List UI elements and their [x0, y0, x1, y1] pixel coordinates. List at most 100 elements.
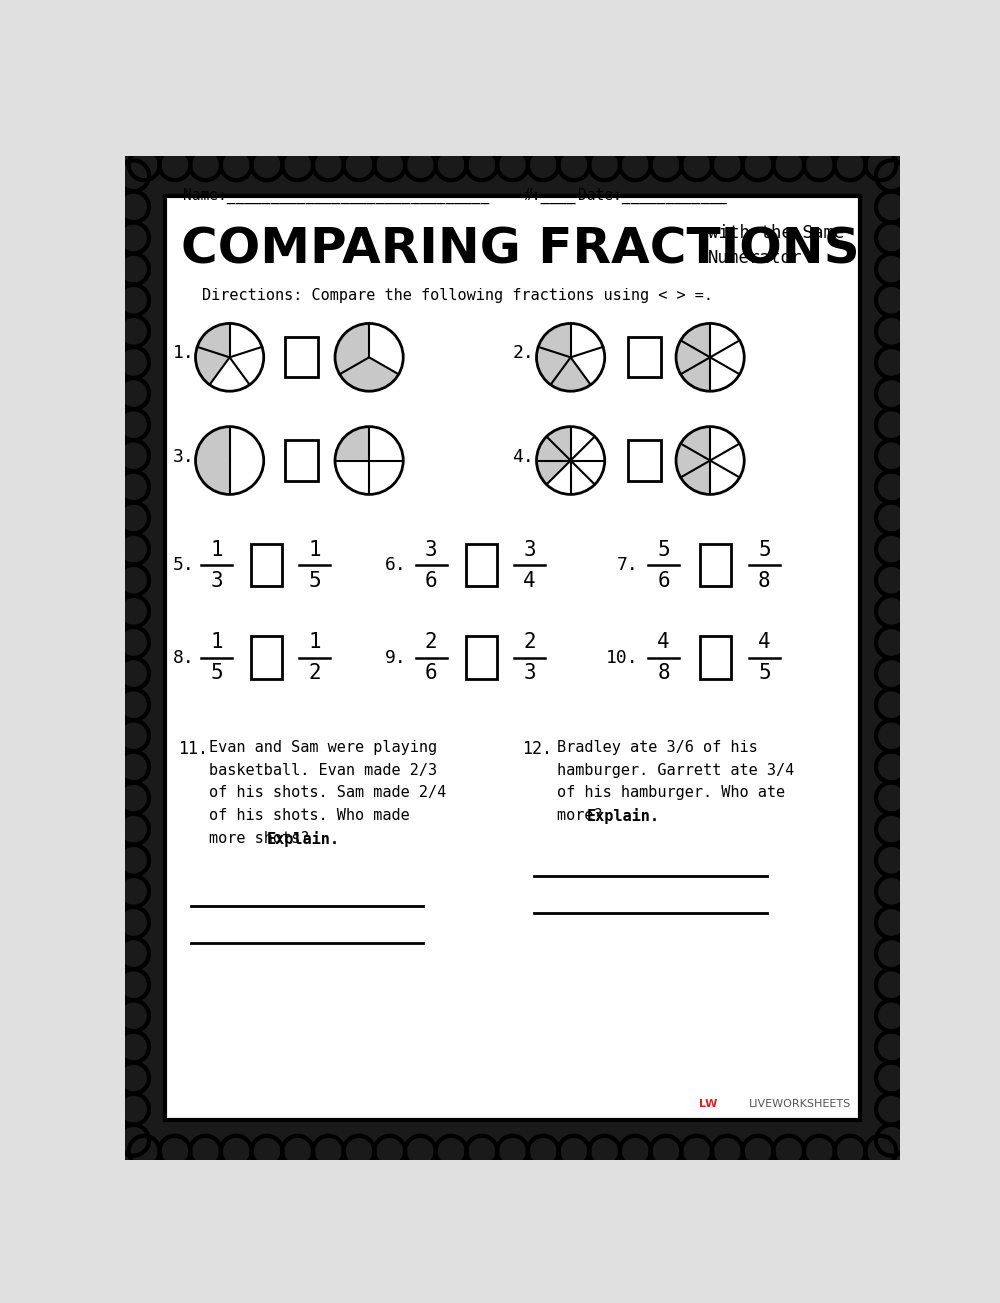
- Text: 3: 3: [210, 571, 223, 590]
- Polygon shape: [571, 347, 605, 384]
- Text: Explain.: Explain.: [586, 808, 659, 825]
- Text: 6.: 6.: [385, 556, 406, 575]
- Polygon shape: [676, 443, 710, 477]
- Text: Bradley ate 3/6 of his: Bradley ate 3/6 of his: [557, 740, 758, 754]
- Text: more shots?: more shots?: [209, 831, 318, 846]
- Text: of his shots. Sam made 2/4: of his shots. Sam made 2/4: [209, 786, 446, 800]
- Polygon shape: [537, 460, 571, 485]
- Text: 5: 5: [758, 663, 771, 683]
- Polygon shape: [537, 347, 571, 384]
- Polygon shape: [551, 357, 591, 391]
- Polygon shape: [547, 426, 571, 460]
- Text: 3.: 3.: [173, 448, 195, 465]
- Text: 4: 4: [758, 632, 771, 653]
- Text: Evan and Sam were playing: Evan and Sam were playing: [209, 740, 437, 754]
- Text: Directions: Compare the following fractions using < > =.: Directions: Compare the following fracti…: [202, 288, 714, 304]
- Polygon shape: [710, 426, 740, 460]
- Polygon shape: [335, 426, 369, 460]
- FancyBboxPatch shape: [466, 636, 497, 679]
- Text: 6: 6: [657, 571, 670, 590]
- Text: 11.: 11.: [178, 740, 208, 758]
- Text: 5: 5: [657, 539, 670, 560]
- Polygon shape: [681, 460, 710, 494]
- Polygon shape: [571, 460, 595, 494]
- Text: 5: 5: [758, 539, 771, 560]
- Text: 6: 6: [425, 571, 437, 590]
- Text: 3: 3: [523, 539, 536, 560]
- Polygon shape: [571, 460, 605, 485]
- Text: of his hamburger. Who ate: of his hamburger. Who ate: [557, 786, 786, 800]
- Polygon shape: [369, 426, 403, 460]
- Text: Date:____________: Date:____________: [578, 188, 727, 203]
- Text: 1: 1: [210, 539, 223, 560]
- Text: 4.: 4.: [512, 448, 534, 465]
- Text: 3: 3: [523, 663, 536, 683]
- Polygon shape: [340, 357, 399, 391]
- Polygon shape: [571, 323, 603, 357]
- FancyBboxPatch shape: [251, 545, 282, 586]
- Polygon shape: [538, 323, 571, 357]
- Text: LIVEWORKSHEETS: LIVEWORKSHEETS: [749, 1100, 851, 1109]
- FancyBboxPatch shape: [628, 440, 661, 481]
- Text: 2: 2: [425, 632, 437, 653]
- Polygon shape: [210, 357, 250, 391]
- Text: 4: 4: [657, 632, 670, 653]
- FancyBboxPatch shape: [700, 545, 731, 586]
- Text: 1: 1: [309, 539, 321, 560]
- Polygon shape: [197, 323, 230, 357]
- Text: 2: 2: [523, 632, 536, 653]
- Text: of his shots. Who made: of his shots. Who made: [209, 808, 409, 823]
- Text: 4: 4: [523, 571, 536, 590]
- Text: 9.: 9.: [385, 649, 406, 667]
- Text: 5.: 5.: [173, 556, 195, 575]
- Polygon shape: [537, 437, 571, 460]
- Text: 5: 5: [309, 571, 321, 590]
- Polygon shape: [230, 323, 262, 357]
- Text: #:____: #:____: [524, 188, 577, 203]
- FancyBboxPatch shape: [466, 545, 497, 586]
- FancyBboxPatch shape: [285, 440, 318, 481]
- Polygon shape: [335, 460, 369, 494]
- Polygon shape: [710, 460, 740, 494]
- Text: 1.: 1.: [173, 344, 195, 362]
- Text: COMPARING FRACTIONS: COMPARING FRACTIONS: [181, 225, 859, 274]
- Text: 6: 6: [425, 663, 437, 683]
- Polygon shape: [369, 460, 403, 494]
- Polygon shape: [710, 443, 744, 477]
- Polygon shape: [547, 460, 571, 494]
- Text: 5: 5: [210, 663, 223, 683]
- FancyBboxPatch shape: [285, 337, 318, 378]
- Polygon shape: [681, 323, 710, 357]
- Text: 8: 8: [758, 571, 771, 590]
- FancyBboxPatch shape: [251, 636, 282, 679]
- Polygon shape: [681, 426, 710, 460]
- Polygon shape: [571, 426, 595, 460]
- FancyBboxPatch shape: [125, 156, 900, 1160]
- FancyBboxPatch shape: [700, 636, 731, 679]
- Polygon shape: [571, 437, 605, 460]
- Polygon shape: [676, 340, 710, 374]
- Text: 12.: 12.: [522, 740, 552, 758]
- FancyBboxPatch shape: [165, 197, 860, 1119]
- Text: Name:______________________________: Name:______________________________: [183, 188, 489, 203]
- Text: with the Same
Numerator: with the Same Numerator: [708, 224, 844, 267]
- Polygon shape: [710, 323, 740, 357]
- Polygon shape: [196, 426, 230, 494]
- FancyBboxPatch shape: [628, 337, 661, 378]
- Text: 1: 1: [210, 632, 223, 653]
- Text: Explain.: Explain.: [266, 831, 339, 847]
- Text: more?: more?: [557, 808, 612, 823]
- Polygon shape: [230, 347, 264, 384]
- Text: hamburger. Garrett ate 3/4: hamburger. Garrett ate 3/4: [557, 762, 795, 778]
- Polygon shape: [369, 323, 403, 374]
- Text: LW: LW: [699, 1100, 717, 1109]
- Polygon shape: [196, 347, 230, 384]
- Polygon shape: [230, 426, 264, 494]
- Text: 7.: 7.: [617, 556, 639, 575]
- Polygon shape: [681, 357, 710, 391]
- Text: 2.: 2.: [512, 344, 534, 362]
- Text: 3: 3: [425, 539, 437, 560]
- Polygon shape: [710, 357, 740, 391]
- Polygon shape: [335, 323, 369, 374]
- Text: 8.: 8.: [173, 649, 195, 667]
